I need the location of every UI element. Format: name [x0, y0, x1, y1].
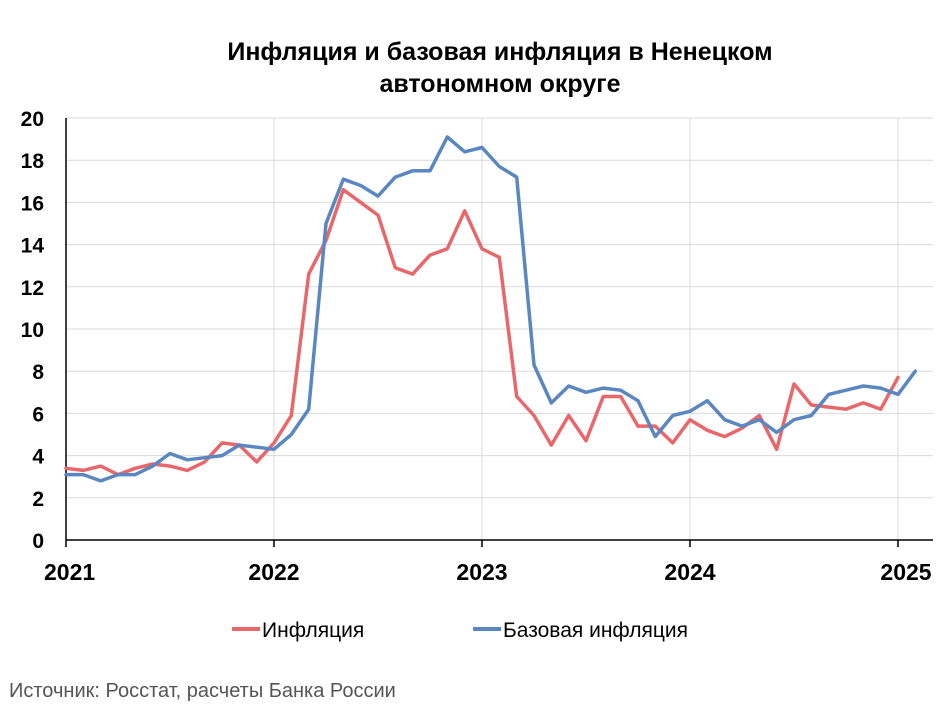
source-note: Источник: Росстат, расчеты Банка России: [9, 680, 396, 702]
chart-title-line-1: Инфляция и базовая инфляция в Ненецком: [227, 38, 773, 66]
y-tick-label: 2: [32, 488, 44, 511]
legend-label: Базовая инфляция: [503, 619, 688, 642]
y-tick-label: 0: [32, 530, 44, 553]
chart-title: Инфляция и базовая инфляция в Ненецком а…: [0, 36, 950, 100]
y-tick-label: 10: [21, 319, 44, 342]
core-inflation-series-line: [64, 135, 918, 483]
x-axis-tick-labels: 2021 2022 2023 2024 2025: [44, 559, 932, 585]
x-tick-label: 2021: [44, 559, 95, 585]
x-tick-label: 2023: [456, 559, 507, 585]
y-tick-label: 6: [32, 403, 44, 426]
legend-item-inflation: Инфляция: [232, 619, 364, 642]
inflation-series-line: [64, 187, 900, 477]
y-tick-label: 20: [21, 108, 44, 131]
y-tick-label: 18: [21, 150, 45, 173]
y-tick-label: 14: [21, 235, 45, 258]
series-lines: [64, 135, 918, 483]
y-tick-label: 8: [32, 361, 44, 384]
gridlines: [66, 117, 933, 540]
x-tick-label: 2022: [248, 559, 299, 585]
axes: [65, 118, 933, 547]
legend: Инфляция Базовая инфляция: [232, 619, 688, 642]
y-tick-label: 16: [21, 192, 44, 215]
x-tick-label: 2025: [880, 559, 931, 585]
y-axis-tick-labels: 0 2 4 6 8 10 12 14 16 18 20: [21, 108, 45, 553]
chart-title-line-2: автономном округе: [379, 70, 621, 98]
legend-label: Инфляция: [262, 619, 364, 642]
legend-item-core-inflation: Базовая инфляция: [473, 619, 688, 642]
x-tick-label: 2024: [664, 559, 715, 585]
y-tick-label: 12: [21, 277, 44, 300]
y-tick-label: 4: [32, 446, 44, 469]
